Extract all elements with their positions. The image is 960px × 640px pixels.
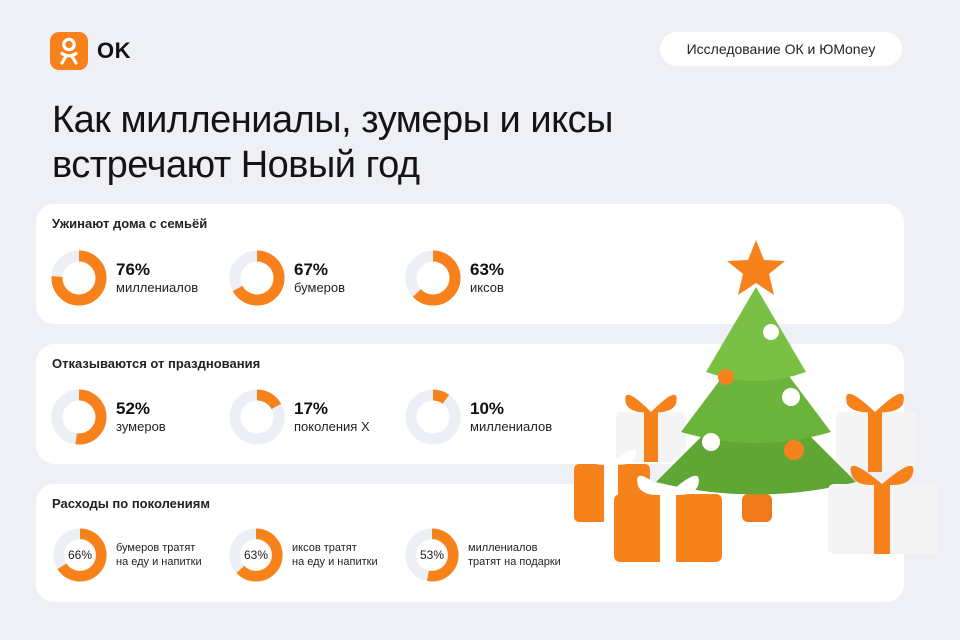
bauble-icon — [782, 388, 800, 406]
donut-fill — [229, 389, 285, 445]
donut-fill — [229, 528, 283, 582]
donut-fill — [51, 250, 107, 306]
ok-logo-icon — [50, 32, 88, 70]
stat-label-line-1: иксов тратят — [292, 542, 357, 554]
stat-label-line-2: на еду и напитки — [292, 556, 378, 568]
research-badge: Исследование ОК и ЮMoney — [660, 32, 902, 66]
donut-fill — [405, 389, 461, 445]
gift-box-icon — [616, 394, 686, 462]
title-line-2: встречают Новый год — [52, 144, 420, 186]
bauble-icon — [718, 369, 734, 385]
stat-label: миллениалов — [470, 419, 553, 434]
bauble-icon — [784, 440, 804, 460]
stat-item: 52% зумеров — [50, 388, 166, 446]
donut-track — [405, 389, 461, 445]
christmas-tree-illustration — [574, 240, 938, 562]
stat-label: иксов — [470, 280, 504, 295]
stat-percent: 67% — [294, 260, 329, 279]
stat-item: 67% бумеров — [228, 249, 345, 307]
donut-fill — [51, 389, 107, 445]
stat-label: бумеров — [294, 280, 346, 295]
gift-box-icon — [828, 465, 938, 554]
stat-label-line-2: на еду и напитки — [116, 556, 202, 568]
stat-item: 53% миллениалов тратят на подарки — [404, 527, 561, 583]
card-title: Ужинают дома с семьёй — [52, 216, 208, 231]
stat-item: 63% иксов тратят на еду и напитки — [228, 527, 378, 583]
tree-trunk — [742, 494, 772, 522]
stat-percent: 52% — [116, 399, 151, 418]
donut-chart — [229, 389, 285, 445]
stat-label-line-2: тратят на подарки — [468, 556, 561, 568]
donut-chart — [51, 250, 107, 306]
stat-label-line-1: миллениалов — [468, 542, 538, 554]
card-title: Отказываются от празднования — [52, 356, 261, 371]
stat-item: 76% миллениалов — [50, 249, 198, 307]
title-line-1: Как миллениалы, зумеры и иксы — [52, 99, 613, 141]
stat-percent: 66% — [67, 548, 93, 562]
donut-chart — [53, 528, 107, 582]
donut-fill — [405, 250, 461, 306]
stat-label: миллениалов — [116, 280, 199, 295]
stat-label-line-1: бумеров тратят — [116, 542, 196, 554]
donut-chart — [229, 528, 283, 582]
stat-item: 66% бумеров тратят на еду и напитки — [52, 527, 202, 583]
bauble-icon — [763, 324, 779, 340]
stat-percent: 76% — [116, 260, 151, 279]
gift-box-icon — [614, 475, 722, 562]
bauble-icon — [702, 433, 720, 451]
card-title: Расходы по поколениям — [52, 496, 210, 511]
stat-percent: 17% — [294, 399, 329, 418]
brand-name: OK — [97, 38, 131, 63]
donut-chart — [229, 250, 285, 306]
stat-percent: 63% — [243, 548, 269, 562]
stat-item: 10% миллениалов — [404, 388, 552, 446]
donut-fill — [405, 528, 459, 582]
donut-fill — [229, 250, 285, 306]
donut-fill — [53, 528, 107, 582]
stat-percent: 63% — [470, 260, 505, 279]
ok-logo: OK — [50, 32, 131, 70]
stat-item: 17% поколения X — [228, 388, 370, 446]
star-icon — [727, 240, 785, 295]
donut-chart — [405, 389, 461, 445]
stat-label: поколения X — [294, 419, 370, 434]
donut-chart — [405, 250, 461, 306]
stat-percent: 10% — [470, 399, 505, 418]
stat-item: 63% иксов — [404, 249, 504, 307]
stat-percent: 53% — [419, 548, 445, 562]
stat-label: зумеров — [116, 419, 166, 434]
gift-box-icon — [836, 393, 916, 472]
donut-chart — [405, 528, 459, 582]
page-title: Как миллениалы, зумеры и иксы встречают … — [52, 98, 613, 188]
tree-icon — [656, 287, 856, 495]
donut-chart — [51, 389, 107, 445]
